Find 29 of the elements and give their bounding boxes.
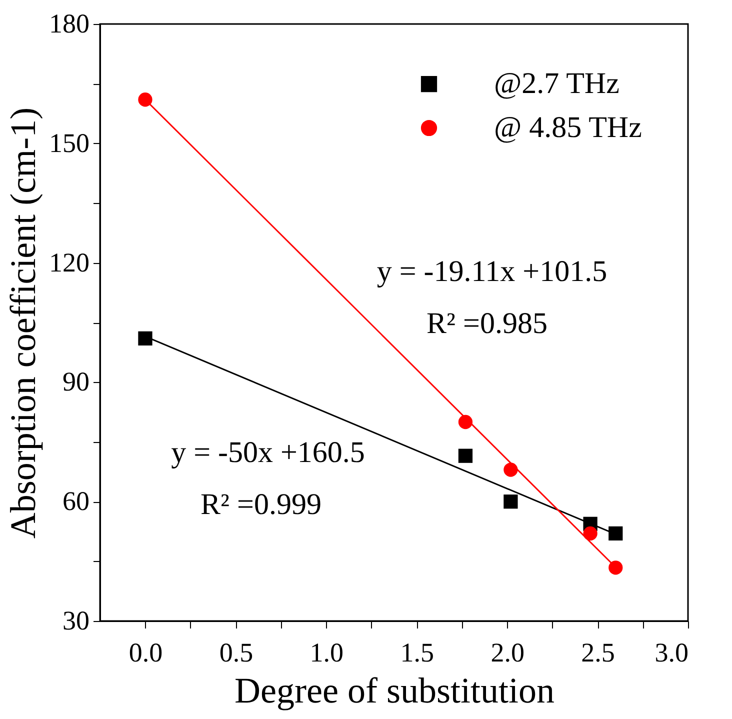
- point: [583, 526, 598, 540]
- annotation: R² =0.985: [426, 307, 548, 340]
- y-tick-label: 60: [62, 486, 90, 516]
- y-tick-label: 180: [49, 8, 90, 38]
- x-tick-label: 1.0: [310, 638, 344, 668]
- y-tick-label: 120: [49, 247, 90, 278]
- point: [504, 462, 518, 477]
- y-axis-title: Absorption coefficient (cm-1): [3, 107, 43, 539]
- legend-label: @ 4.85 THz: [494, 111, 642, 144]
- point: [138, 92, 152, 107]
- y-tick-label: 30: [62, 606, 90, 636]
- x-tick-label: 3.0: [654, 638, 688, 668]
- point: [608, 526, 623, 541]
- x-axis-title: Degree of substitution: [234, 670, 554, 710]
- y-tick-label: 150: [49, 128, 90, 158]
- x-tick-label: 0.0: [128, 638, 163, 668]
- x-tick-label: 1.5: [400, 638, 434, 668]
- legend-label: @2.7 THz: [494, 67, 620, 100]
- point: [138, 331, 152, 346]
- point: [608, 560, 623, 575]
- annotation: y = -19.11x +101.5: [376, 255, 608, 288]
- annotation: R² =0.999: [200, 488, 322, 521]
- point: [504, 494, 518, 509]
- x-tick-label: 0.5: [219, 638, 254, 668]
- x-tick-label: 2.0: [490, 638, 524, 668]
- point: [458, 448, 473, 463]
- x-tick-label: 2.5: [581, 638, 615, 668]
- annotation: y = -50x +160.5: [171, 436, 365, 469]
- y-tick-label: 90: [62, 366, 90, 397]
